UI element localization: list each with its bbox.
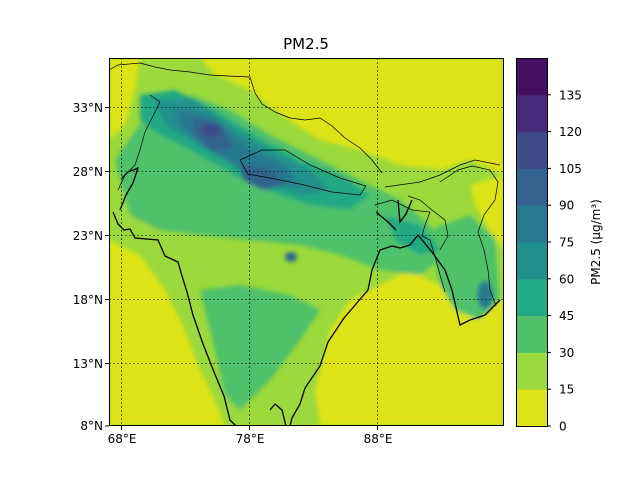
border-bangladesh — [374, 199, 446, 293]
colorbar-swatches — [517, 58, 547, 427]
colorbar-tick-label-1: 15 — [559, 383, 574, 397]
colorbar-tick-label-8: 120 — [559, 125, 582, 139]
country-borders — [109, 62, 501, 307]
contour-southeast-asia-low — [470, 175, 504, 250]
coastline-east-india — [269, 233, 501, 426]
lat-label-18: 18°N — [73, 293, 103, 307]
longitude-ticks: 68°E 78°E 88°E — [108, 426, 393, 446]
colorbar-swatch-2 — [517, 315, 547, 353]
border-kashmir — [109, 62, 383, 174]
chart-title: PM2.5 — [283, 35, 329, 53]
colorbar: 0 15 30 45 60 75 90 105 120 135 PM2.5 (µg/m³) — [516, 58, 603, 434]
colorbar-swatch-6 — [517, 168, 547, 206]
contour-northwest-low — [109, 58, 140, 140]
colorbar-label: PM2.5 (µg/m³) — [589, 199, 603, 285]
lon-label-68: 68°E — [108, 432, 137, 446]
border-bhutan — [384, 159, 501, 188]
colorbar-tick-label-2: 30 — [559, 346, 574, 360]
contour-peninsula-45 — [200, 285, 320, 410]
colorbar-tick-label-3: 45 — [559, 309, 574, 323]
contour-hotspot-120 — [202, 123, 220, 137]
colorbar-swatch-7 — [517, 131, 547, 169]
contour-tibet-low — [200, 58, 504, 175]
map-gridlines — [109, 58, 504, 426]
lat-label-8: 8°N — [80, 419, 103, 433]
lat-label-28: 28°N — [73, 165, 103, 179]
border-pakistan-india — [117, 94, 161, 191]
lat-label-33: 33°N — [73, 101, 103, 115]
coastlines — [112, 166, 501, 426]
colorbar-tick-label-7: 105 — [559, 162, 582, 176]
contour-arabian-sea-low — [109, 240, 225, 426]
map-panel — [109, 58, 504, 426]
lat-label-23: 23°N — [73, 229, 103, 243]
contour-hotspot-105-central — [240, 165, 285, 190]
colorbar-swatch-4 — [517, 242, 547, 280]
colorbar-swatch-0 — [517, 389, 547, 427]
colorbar-tick-label-6: 90 — [559, 199, 574, 213]
lat-label-13: 13°N — [73, 357, 103, 371]
lon-label-88: 88°E — [364, 432, 393, 446]
coastline-bengal-rivers — [375, 199, 413, 231]
border-myanmar — [439, 165, 499, 307]
contour-hotspot-central-india — [285, 252, 297, 262]
contour-hotspot-northeast — [477, 281, 493, 309]
border-nepal — [239, 149, 367, 196]
map-frame — [109, 58, 504, 426]
colorbar-tick-label-4: 60 — [559, 272, 574, 286]
colorbar-swatch-3 — [517, 278, 547, 317]
latitude-ticks: 33°N 28°N 23°N 18°N 13°N 8°N — [73, 101, 109, 433]
colorbar-swatch-1 — [517, 352, 547, 390]
colorbar-tick-label-0: 0 — [559, 420, 567, 434]
colorbar-tick-label-9: 135 — [559, 88, 582, 102]
colorbar-ticks: 0 15 30 45 60 75 90 105 120 135 — [547, 88, 582, 434]
coastline-west-india — [112, 211, 237, 426]
colorbar-swatch-5 — [517, 205, 547, 243]
colorbar-tick-label-5: 75 — [559, 236, 574, 250]
lon-label-78: 78°E — [236, 432, 265, 446]
colorbar-swatch-8 — [517, 94, 547, 133]
colorbar-swatch-9 — [517, 58, 547, 96]
border-northeast — [407, 195, 449, 251]
